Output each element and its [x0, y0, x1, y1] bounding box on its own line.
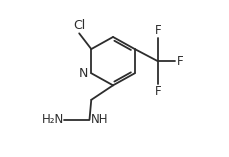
- Text: NH: NH: [90, 113, 108, 126]
- Text: H₂N: H₂N: [42, 113, 64, 126]
- Text: Cl: Cl: [73, 19, 85, 32]
- Text: F: F: [154, 85, 160, 98]
- Text: F: F: [176, 55, 182, 68]
- Text: N: N: [79, 67, 88, 80]
- Text: F: F: [154, 24, 160, 37]
